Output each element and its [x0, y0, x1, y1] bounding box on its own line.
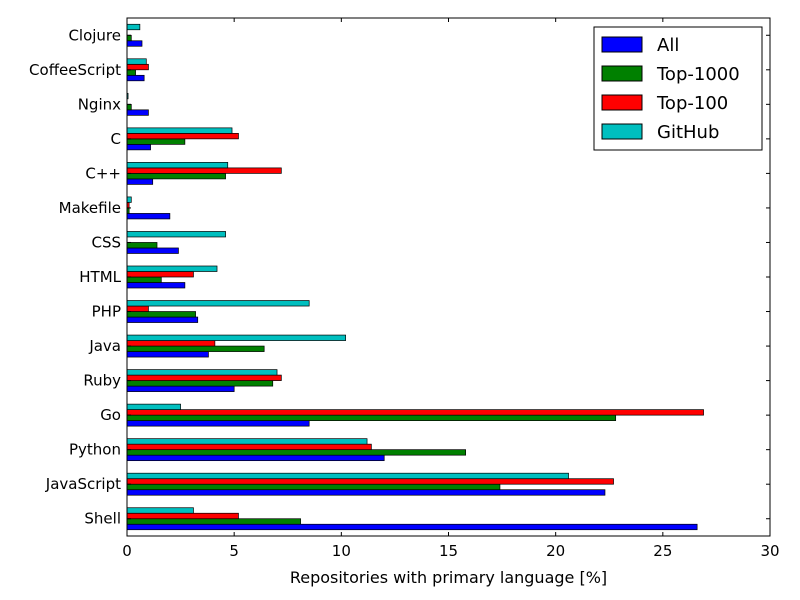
bar-github-ruby [126, 369, 278, 376]
bar-top-100-java [126, 340, 216, 347]
bar-all-c- [126, 178, 154, 185]
y-tick-label: PHP [92, 303, 121, 321]
legend-label-all: All [657, 35, 679, 56]
x-tick-label: 10 [332, 542, 351, 560]
bar-top-100-python [126, 443, 372, 451]
y-tick-label: CSS [91, 233, 121, 251]
legend-label-top-1000: Top-1000 [656, 64, 740, 85]
bar-top-100-javascript [126, 478, 614, 485]
y-tick-label: Go [100, 406, 121, 424]
bar-top-1000-c- [126, 173, 226, 180]
bar-all-javascript [126, 489, 606, 496]
bar-github-go [126, 403, 181, 410]
bar-github-makefile [126, 196, 132, 203]
bar-top-1000-c [126, 138, 186, 145]
bar-github-html [126, 265, 218, 272]
y-tick-label: CoffeeScript [29, 61, 121, 79]
legend-swatch-top-1000 [601, 65, 643, 82]
bar-all-clojure [126, 40, 143, 47]
bar-github-python [126, 438, 368, 445]
legend-swatch-top-100 [601, 94, 643, 111]
bar-github-clojure [126, 23, 141, 31]
bar-all-go [126, 420, 310, 427]
x-tick-label: 30 [760, 542, 779, 560]
bar-top-1000-coffeescript [126, 69, 136, 76]
bar-top-1000-python [126, 449, 466, 456]
bar-all-makefile [126, 213, 171, 220]
bar-github-c- [126, 162, 229, 169]
y-tick-label: C++ [85, 164, 121, 182]
bar-github-php [126, 300, 310, 307]
y-tick-label: Ruby [83, 372, 121, 390]
bar-top-100-c [126, 133, 239, 140]
bar-top-1000-java [126, 345, 265, 352]
y-tick-label: JavaScript [45, 475, 121, 493]
y-tick-label: HTML [79, 268, 121, 286]
bar-top-100-go [126, 409, 704, 416]
x-axis: 0 5 10 15 20 25 30 [122, 18, 780, 560]
bar-top-1000-go [126, 414, 617, 421]
bar-github-coffeescript [126, 58, 147, 65]
bar-top-1000-clojure [126, 34, 132, 42]
bar-top-1000-nginx [126, 103, 132, 111]
legend-label-top-100: Top-100 [656, 93, 728, 114]
x-tick-label: 0 [122, 542, 132, 560]
bar-github-javascript [126, 472, 569, 480]
x-tick-label: 25 [653, 542, 672, 560]
bar-all-css [126, 247, 179, 254]
bar-top-1000-php [126, 311, 196, 318]
bar-top-100-html [126, 271, 194, 278]
bar-all-nginx [126, 109, 149, 116]
y-tick-label: Shell [84, 510, 121, 528]
bar-top-100-ruby [126, 374, 282, 381]
bar-top-1000-css [126, 242, 158, 249]
bar-all-coffeescript [126, 74, 145, 82]
y-tick-label: Clojure [68, 26, 121, 44]
y-tick-label: Python [69, 441, 121, 459]
bar-all-ruby [126, 385, 235, 392]
bar-top-1000-shell [126, 518, 301, 525]
bar-github-c [126, 127, 233, 134]
bars-group [126, 23, 704, 531]
bar-all-php [126, 316, 199, 323]
y-tick-label: Makefile [59, 199, 121, 217]
bar-top-1000-javascript [126, 483, 501, 491]
bar-top-1000-html [126, 276, 162, 283]
legend: All Top-1000 Top-100 GitHub [593, 26, 763, 151]
legend-label-github: GitHub [657, 122, 719, 143]
bar-top-100-coffeescript [126, 63, 149, 71]
bar-all-java [126, 351, 209, 358]
y-tick-label: Nginx [78, 95, 121, 113]
legend-swatch-github [601, 123, 643, 140]
bar-github-java [126, 334, 346, 341]
bar-all-shell [126, 523, 698, 531]
y-axis: Clojure CoffeeScript Nginx C C++ Makefile CSS H… [29, 26, 770, 528]
bar-all-html [126, 282, 186, 289]
y-tick-label: Java [88, 337, 121, 355]
bar-github-shell [126, 507, 194, 514]
bar-top-1000-ruby [126, 380, 274, 387]
bar-top-100-php [126, 305, 149, 312]
x-tick-label: 15 [439, 542, 458, 560]
bar-top-100-shell [126, 512, 239, 520]
x-tick-label: 5 [229, 542, 239, 560]
x-tick-label: 20 [546, 542, 565, 560]
bar-github-css [126, 231, 226, 238]
y-tick-label: C [111, 130, 121, 148]
x-axis-label: Repositories with primary language [%] [290, 568, 607, 587]
legend-swatch-all [601, 36, 643, 53]
bar-all-python [126, 454, 385, 462]
bar-all-c [126, 144, 151, 151]
bar-top-100-c- [126, 167, 282, 174]
